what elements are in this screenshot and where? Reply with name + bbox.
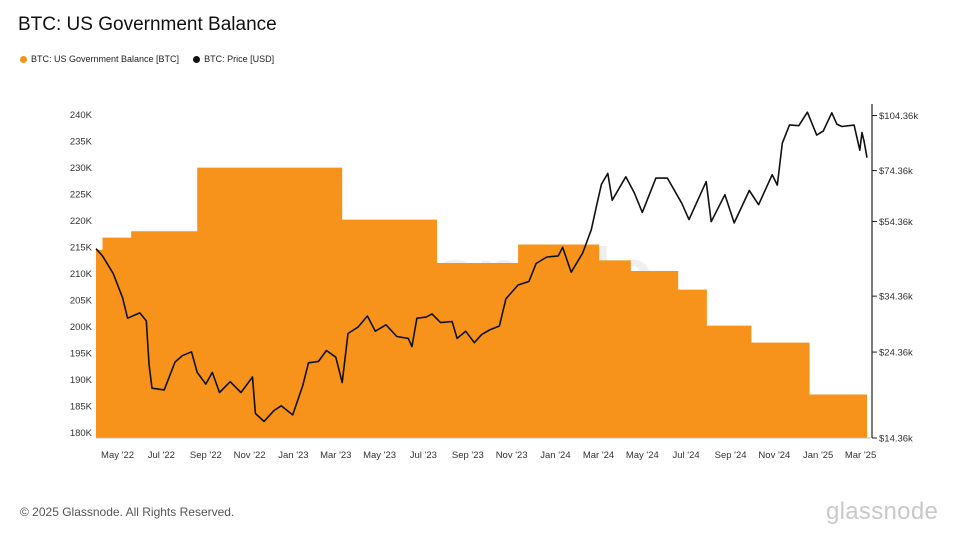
x-tick-label: Jan '24 — [540, 450, 570, 461]
y-right-tick-label: $54.36k — [879, 217, 913, 228]
x-tick-label: Jan '23 — [278, 450, 308, 461]
y-left-tick-label: 190K — [70, 375, 93, 386]
y-left-tick-label: 220K — [70, 216, 93, 227]
x-tick-label: May '24 — [626, 450, 659, 461]
x-tick-label: Sep '22 — [190, 450, 222, 461]
x-tick-label: Nov '24 — [758, 450, 790, 461]
x-tick-label: Mar '23 — [320, 450, 351, 461]
x-tick-label: Sep '24 — [715, 450, 747, 461]
y-left-tick-label: 185K — [70, 402, 93, 413]
y-right-tick-label: $104.36k — [879, 111, 918, 122]
y-right-tick-label: $34.36k — [879, 292, 913, 303]
y-right-tick-label: $74.36k — [879, 166, 913, 177]
y-left-tick-label: 210K — [70, 269, 93, 280]
balance-area-layer — [96, 167, 867, 438]
price-line-layer — [95, 111, 868, 423]
y-right-tick-label: $24.36k — [879, 348, 913, 359]
legend-label-price: BTC: Price [USD] — [204, 54, 275, 64]
y-left-tick-label: 195K — [70, 349, 93, 360]
legend-dot-icon — [20, 55, 27, 63]
y-left-tick-label: 205K — [70, 296, 93, 307]
x-tick-label: Mar '24 — [583, 450, 614, 461]
x-axis: May '22 Jul '22 Sep '22 Nov '22 Jan '23 Mar '… — [101, 450, 876, 461]
legend-item-price[interactable]: BTC: Price [USD] — [193, 54, 274, 64]
y-left-tick-label: 180K — [70, 428, 93, 439]
y-left-tick-label: 230K — [70, 163, 93, 174]
x-tick-label: May '23 — [363, 450, 396, 461]
y-left-tick-label: 215K — [70, 243, 93, 254]
x-tick-label: Nov '22 — [234, 450, 266, 461]
x-tick-label: Nov '23 — [496, 450, 528, 461]
y-left-tick-label: 200K — [70, 322, 93, 333]
glassnode-logo: glassnode — [826, 498, 939, 525]
y-left-tick-label: 240K — [70, 110, 93, 121]
x-tick-label: Mar '25 — [845, 450, 876, 461]
chart-title: BTC: US Government Balance — [18, 14, 277, 35]
x-tick-label: Jul '22 — [148, 450, 175, 461]
legend: BTC: US Government Balance [BTC] BTC: Pr… — [20, 54, 274, 64]
legend-label-balance: BTC: US Government Balance [BTC] — [31, 54, 180, 64]
legend-dot-icon — [193, 55, 201, 63]
y-left-axis: 180K 185K 190K 195K 200K 205K 210K 215K 220K 225K… — [70, 110, 93, 439]
x-tick-label: Jul '23 — [410, 450, 437, 461]
y-right-axis: $14.36k $24.36k $34.36k $54.36k $74.36k $104.… — [872, 111, 918, 445]
x-tick-label: Jul '24 — [673, 450, 700, 461]
y-left-tick-label: 225K — [70, 190, 93, 201]
y-right-tick-label: $14.36k — [879, 434, 913, 445]
x-tick-label: Sep '23 — [452, 450, 484, 461]
legend-item-balance[interactable]: BTC: US Government Balance [BTC] — [20, 54, 179, 64]
x-tick-label: Jan '25 — [803, 450, 833, 461]
x-tick-label: May '22 — [101, 450, 134, 461]
copyright-footer: © 2025 Glassnode. All Rights Reserved. — [20, 505, 235, 519]
balance-area — [96, 167, 867, 438]
y-left-tick-label: 235K — [70, 137, 93, 148]
price-line — [95, 111, 868, 423]
